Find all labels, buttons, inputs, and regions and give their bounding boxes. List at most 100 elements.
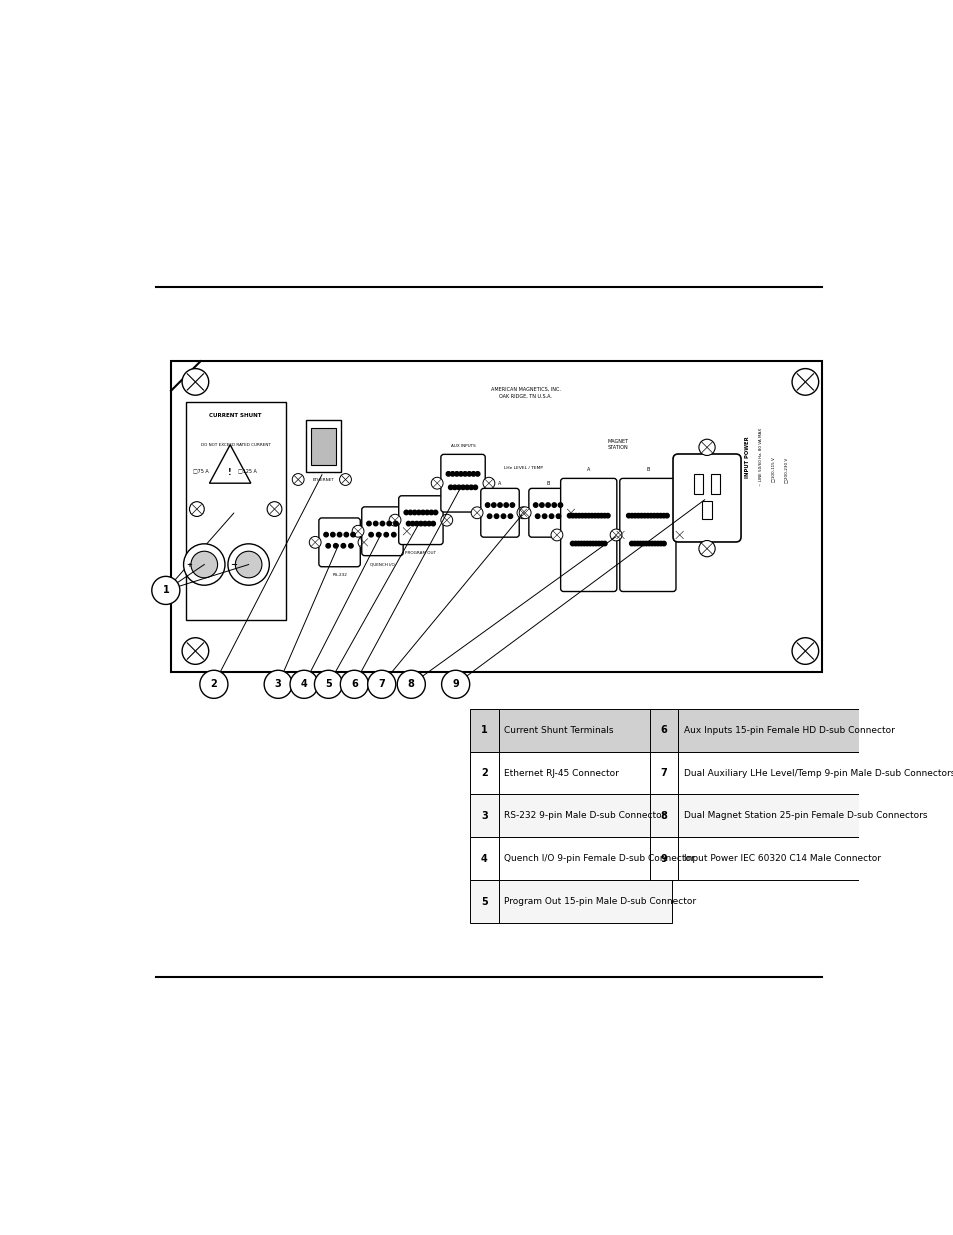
Circle shape	[183, 543, 225, 585]
Circle shape	[558, 503, 562, 508]
Circle shape	[408, 510, 413, 515]
Text: CURRENT SHUNT: CURRENT SHUNT	[210, 412, 262, 417]
Circle shape	[412, 510, 416, 515]
Text: ~ LINE 50/60 Hz, 80 VA MAX: ~ LINE 50/60 Hz, 80 VA MAX	[758, 429, 762, 487]
Bar	[498, 881, 672, 923]
Circle shape	[610, 529, 621, 541]
Circle shape	[384, 532, 388, 537]
Circle shape	[699, 440, 715, 456]
Circle shape	[542, 514, 546, 519]
Circle shape	[460, 485, 465, 489]
Circle shape	[584, 541, 589, 546]
Circle shape	[598, 514, 603, 517]
Circle shape	[578, 541, 583, 546]
Text: Input Power IEC 60320 C14 Male Connector: Input Power IEC 60320 C14 Male Connector	[683, 855, 881, 863]
Bar	[470, 709, 498, 752]
Circle shape	[699, 541, 715, 557]
Text: 3: 3	[480, 811, 487, 821]
Circle shape	[626, 514, 630, 517]
Circle shape	[349, 543, 353, 548]
Circle shape	[433, 510, 437, 515]
Text: ETHERNET: ETHERNET	[313, 478, 334, 482]
Circle shape	[641, 514, 646, 517]
Text: 3: 3	[274, 679, 281, 689]
Circle shape	[400, 525, 413, 537]
Circle shape	[494, 514, 498, 519]
Circle shape	[661, 541, 665, 546]
Circle shape	[586, 514, 590, 517]
Circle shape	[545, 503, 550, 508]
Bar	[678, 837, 859, 881]
Bar	[470, 752, 498, 794]
Circle shape	[640, 541, 645, 546]
Bar	[678, 752, 859, 794]
Text: AUX INPUTS: AUX INPUTS	[450, 443, 475, 448]
Text: +: +	[187, 562, 193, 568]
Text: LHe LEVEL / TEMP: LHe LEVEL / TEMP	[503, 466, 542, 469]
Circle shape	[592, 514, 597, 517]
Circle shape	[629, 514, 634, 517]
Circle shape	[651, 514, 656, 517]
Circle shape	[182, 637, 209, 664]
Circle shape	[664, 514, 668, 517]
Circle shape	[645, 514, 649, 517]
Circle shape	[635, 541, 639, 546]
Bar	[311, 427, 335, 464]
Circle shape	[429, 510, 433, 515]
Text: 8: 8	[408, 679, 415, 689]
Text: 5: 5	[325, 679, 332, 689]
Text: !: !	[228, 468, 232, 477]
Text: 1: 1	[480, 725, 487, 735]
Circle shape	[374, 521, 377, 526]
Circle shape	[406, 521, 411, 526]
Circle shape	[446, 472, 450, 477]
Circle shape	[581, 541, 586, 546]
Circle shape	[450, 472, 455, 477]
Text: 8: 8	[660, 811, 667, 821]
Bar	[649, 709, 678, 752]
Text: Program Out 15-pin Male D-sub Connector: Program Out 15-pin Male D-sub Connector	[504, 897, 696, 906]
Bar	[470, 837, 498, 881]
Circle shape	[590, 541, 595, 546]
Circle shape	[636, 514, 639, 517]
Bar	[305, 420, 341, 472]
Circle shape	[458, 472, 463, 477]
Circle shape	[791, 368, 818, 395]
Bar	[649, 837, 678, 881]
Circle shape	[416, 510, 420, 515]
Circle shape	[648, 514, 653, 517]
Text: A: A	[586, 467, 590, 472]
Circle shape	[656, 541, 659, 546]
Circle shape	[440, 514, 453, 526]
Bar	[649, 794, 678, 837]
Circle shape	[314, 671, 342, 698]
Text: QUENCH I/O: QUENCH I/O	[370, 562, 395, 567]
Circle shape	[791, 637, 818, 664]
Circle shape	[448, 485, 453, 489]
FancyBboxPatch shape	[318, 517, 360, 567]
Circle shape	[422, 521, 427, 526]
Bar	[693, 474, 702, 494]
Circle shape	[646, 541, 651, 546]
Circle shape	[418, 521, 423, 526]
Circle shape	[369, 532, 373, 537]
Circle shape	[596, 514, 599, 517]
Circle shape	[503, 503, 508, 508]
Circle shape	[517, 506, 528, 519]
Circle shape	[629, 541, 634, 546]
Circle shape	[454, 472, 458, 477]
Circle shape	[660, 514, 665, 517]
Text: RS-232: RS-232	[332, 573, 347, 578]
Text: 5: 5	[480, 897, 487, 906]
Circle shape	[415, 521, 418, 526]
Circle shape	[485, 503, 489, 508]
Circle shape	[331, 532, 335, 537]
Bar	[678, 709, 859, 752]
Text: 9: 9	[660, 853, 667, 863]
Text: 7: 7	[378, 679, 385, 689]
Bar	[498, 709, 672, 752]
Circle shape	[539, 503, 543, 508]
Text: 6: 6	[660, 725, 667, 735]
Circle shape	[396, 671, 425, 698]
Circle shape	[190, 501, 204, 516]
